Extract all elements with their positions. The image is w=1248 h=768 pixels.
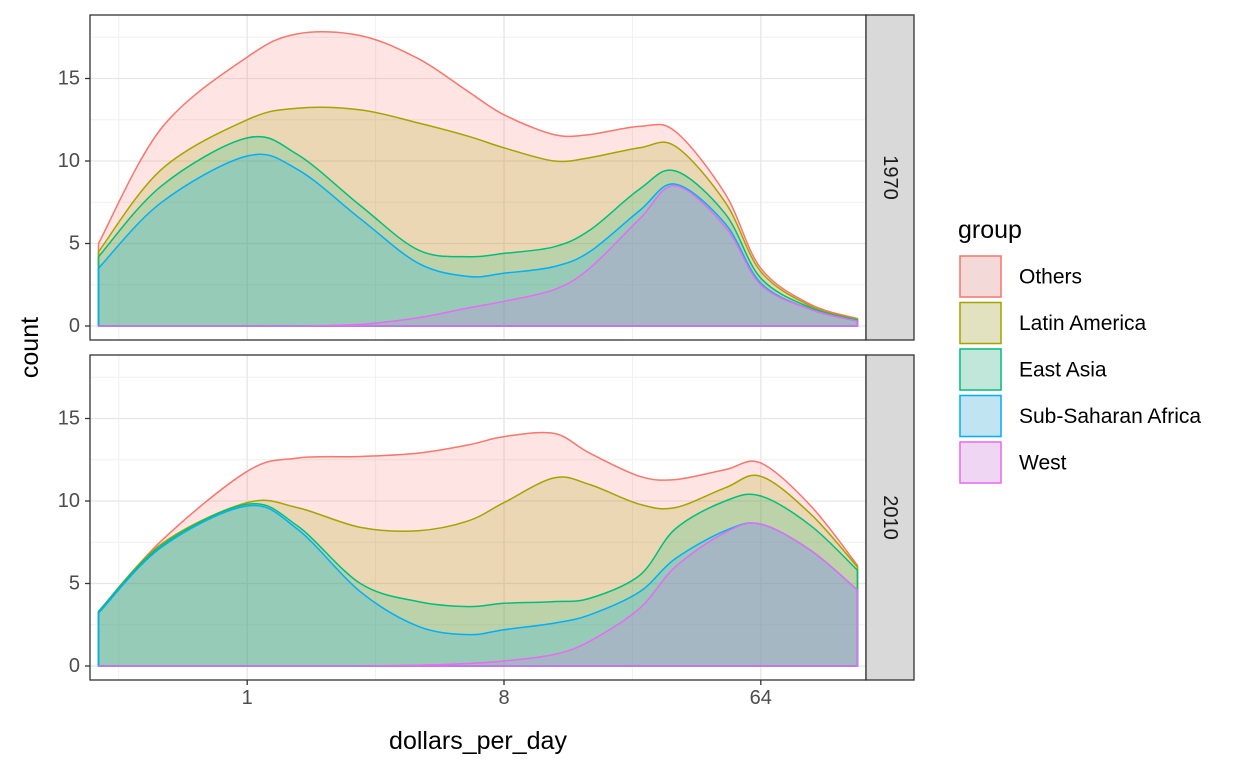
y-axis-title: count <box>16 317 44 378</box>
x-tick-label: 64 <box>750 687 772 709</box>
legend-label-west: West <box>1019 452 1067 475</box>
y-tick-label: 10 <box>58 490 80 512</box>
facet-strip <box>865 14 915 341</box>
facet-strip-label: 1970 <box>879 155 901 200</box>
legend-key-background <box>959 301 1002 345</box>
legend-key-others <box>959 255 1002 298</box>
y-tick-label: 15 <box>58 68 80 90</box>
area-sub-saharan-africa-2010 <box>98 505 858 666</box>
facet-panel-2010: 2010 0 5 10 15 <box>58 354 915 681</box>
legend-key-background <box>959 348 1002 391</box>
area-others-2010 <box>98 432 858 666</box>
line-east-asia-2010 <box>97 493 859 667</box>
panel-background <box>90 15 866 340</box>
legend-key-background <box>959 441 1002 484</box>
legend-label-others: Others <box>1019 266 1082 289</box>
y-tick-label: 5 <box>69 233 80 255</box>
legend-label-sub-saharan-africa: Sub-Saharan Africa <box>1019 405 1201 428</box>
legend-title: group <box>958 216 1022 244</box>
x-tick-label: 8 <box>498 687 509 709</box>
facet-strip-label: 2010 <box>879 495 901 540</box>
x-axis-title: dollars_per_day <box>389 727 567 755</box>
line-others-1970 <box>97 31 859 327</box>
area-others-1970 <box>98 31 858 326</box>
area-sub-saharan-africa-1970 <box>98 154 858 326</box>
line-west-2010 <box>97 522 859 667</box>
facet-strip <box>865 354 915 681</box>
y-tick-label: 5 <box>69 573 80 595</box>
area-east-asia-1970 <box>98 136 858 326</box>
line-latin-america-1970 <box>97 106 859 327</box>
legend-key-background <box>959 255 1002 298</box>
area-latin-america-1970 <box>98 107 858 326</box>
line-latin-america-2010 <box>97 474 859 667</box>
x-tick-label: 1 <box>242 687 253 709</box>
line-east-asia-1970 <box>97 135 859 327</box>
y-tick-label: 10 <box>58 150 80 172</box>
facet-panel-1970: 1970 0 5 10 15 <box>58 14 915 341</box>
line-others-2010 <box>97 431 859 667</box>
legend-label-latin-america: Latin America <box>1019 312 1147 335</box>
area-west-1970 <box>98 185 858 327</box>
legend: group Others Latin America East Asia Sub-Sah… <box>958 216 1201 484</box>
area-west-2010 <box>98 523 858 667</box>
legend-key-east-asia <box>959 348 1002 391</box>
legend-key-latin-america <box>959 301 1002 345</box>
legend-label-east-asia: East Asia <box>1019 359 1107 382</box>
legend-key-west <box>959 441 1002 484</box>
legend-key-background <box>959 394 1002 438</box>
y-tick-label: 0 <box>69 315 80 337</box>
legend-key-sub-saharan-africa <box>959 394 1002 438</box>
area-latin-america-2010 <box>98 475 858 666</box>
line-west-1970 <box>97 185 859 327</box>
line-sub-saharan-africa-1970 <box>97 153 859 327</box>
y-tick-label: 0 <box>69 655 80 677</box>
y-tick-label: 15 <box>58 408 80 430</box>
